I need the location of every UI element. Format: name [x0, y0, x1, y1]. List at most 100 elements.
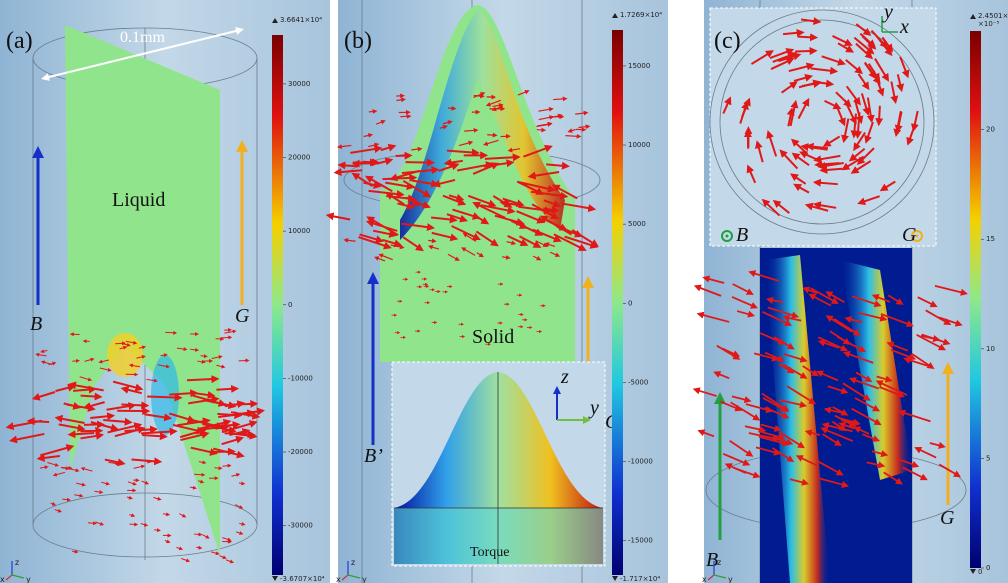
- flow-arrow: [842, 351, 874, 364]
- flow-arrow: [74, 493, 84, 498]
- flow-arrow: [368, 142, 380, 148]
- flow-arrows: [325, 89, 599, 346]
- flow-arrow: [80, 392, 103, 401]
- flow-arrow: [52, 471, 66, 477]
- triad: [11, 574, 25, 579]
- flow-arrow: [831, 420, 847, 432]
- flow-arrow: [411, 146, 423, 152]
- flow-arrow: [536, 122, 553, 128]
- flow-arrow: [765, 296, 784, 304]
- inset-circle: [709, 9, 935, 235]
- flow-arrow: [825, 315, 854, 333]
- flow-arrow: [373, 256, 386, 262]
- flow-arrow: [758, 435, 790, 447]
- flow-arrow: [76, 482, 86, 487]
- flow-arrow: [442, 120, 453, 125]
- flow-arrow: [351, 172, 374, 188]
- inset-circle: [719, 19, 925, 225]
- flow-arrow: [198, 418, 232, 430]
- flow-arrow: [779, 149, 799, 170]
- triad-label: x: [336, 575, 341, 583]
- flow-arrow: [396, 97, 406, 103]
- flow-arrow: [890, 349, 917, 361]
- flow-arrow: [829, 330, 851, 345]
- flow-arrow: [797, 97, 810, 119]
- flow-arrow: [386, 194, 416, 203]
- flow-arrow: [815, 370, 839, 382]
- flow-arrow: [823, 406, 843, 414]
- flow-arrow: [840, 417, 861, 426]
- flow-arrow: [385, 181, 415, 191]
- flow-arrow: [48, 361, 57, 366]
- flow-arrow: [861, 35, 877, 50]
- flow-arrow: [848, 377, 880, 390]
- flow-arrow: [98, 359, 110, 364]
- flow-arrow: [72, 358, 80, 363]
- flow-arrow: [431, 215, 458, 224]
- flow-arrow: [795, 46, 818, 55]
- flow-arrow: [154, 528, 161, 533]
- flow-arrow: [527, 171, 560, 180]
- flow-arrow: [881, 36, 894, 53]
- flow-arrow: [214, 421, 241, 429]
- flow-arrow: [518, 205, 553, 215]
- flow-arrow: [934, 285, 968, 296]
- flow-arrow: [565, 133, 582, 139]
- flow-arrow: [447, 105, 457, 111]
- flow-arrow: [782, 28, 805, 37]
- flow-arrow: [795, 455, 818, 467]
- flow-arrow: [821, 55, 846, 66]
- flow-arrow: [543, 199, 562, 208]
- colorbar-min: 0: [978, 568, 982, 576]
- hotspot: [107, 333, 143, 377]
- out-of-plane-symbol: [721, 230, 733, 242]
- flow-arrow: [233, 431, 258, 440]
- flow-arrow: [880, 313, 914, 328]
- flow-arrow: [887, 294, 904, 305]
- flow-arrow: [368, 189, 405, 199]
- flow-arrow: [808, 293, 832, 307]
- colorbar-tick-label: -10000: [628, 458, 653, 466]
- flow-arrow: [176, 347, 188, 352]
- flow-arrow: [428, 238, 437, 244]
- flow-arrow: [730, 401, 761, 421]
- flow-arrow: [176, 546, 184, 551]
- flow-arrow: [50, 501, 57, 506]
- flow-arrow: [549, 251, 561, 257]
- flow-arrow: [764, 351, 785, 362]
- flow-arrow: [813, 154, 841, 164]
- flow-arrow: [200, 354, 208, 359]
- flow-arrow: [402, 236, 424, 252]
- flow-arrow: [832, 35, 853, 46]
- flow-arrow: [202, 534, 210, 539]
- flow-arrow: [754, 140, 764, 163]
- flow-arrow: [197, 479, 205, 484]
- flow-arrow: [871, 450, 889, 458]
- flow-arrow: [472, 201, 506, 219]
- flow-arrow: [845, 59, 863, 75]
- flow-arrow: [115, 341, 126, 346]
- flow-arrow: [875, 105, 884, 127]
- flow-arrow: [350, 145, 383, 154]
- flow-arrow: [336, 144, 352, 149]
- flow-arrow: [760, 423, 782, 432]
- flow-arrow: [938, 463, 962, 478]
- triad-label: z: [15, 558, 19, 567]
- flow-arrow: [800, 17, 822, 26]
- colorbar-tick-label: 5000: [628, 220, 646, 228]
- flow-arrow: [461, 247, 476, 256]
- flow-arrow: [431, 231, 459, 242]
- flow-arrow: [824, 99, 842, 110]
- flow-arrow: [883, 471, 903, 485]
- flow-arrow: [71, 549, 79, 554]
- flow-arrow: [890, 81, 899, 105]
- flow-arrow: [364, 175, 393, 193]
- flow-arrow: [473, 92, 486, 99]
- flow-arrow: [836, 107, 846, 127]
- flow-arrow: [359, 233, 384, 244]
- flow-arrow: [864, 121, 874, 144]
- flow-arrow: [382, 238, 403, 248]
- flow-arrow: [492, 195, 513, 208]
- flow-arrow: [896, 74, 905, 93]
